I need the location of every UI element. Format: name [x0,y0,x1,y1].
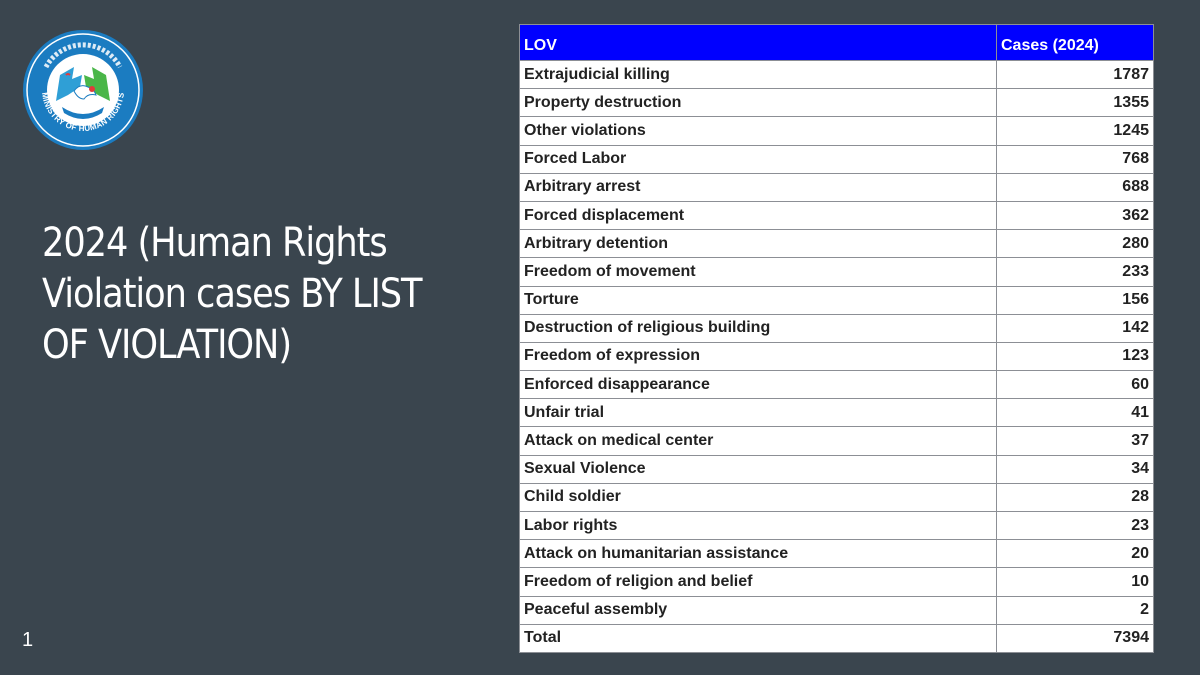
column-header-lov: LOV [519,24,997,61]
cases-cell: 37 [996,426,1154,456]
lov-cell: Torture [519,285,997,315]
lov-table: LOV Cases (2024) Extrajudicial killing 17… [519,24,1154,653]
cases-cell: 7394 [996,623,1154,653]
table-row: Attack on humanitarian assistance 20 [519,539,1154,569]
column-header-cases: Cases (2024) [996,24,1154,61]
cases-cell: 10 [996,567,1154,597]
slide-title: 2024 (Human Rights Violation cases BY LI… [42,220,423,368]
table-row: Freedom of movement 233 [519,257,1154,287]
table-total-row: Total 7394 [519,623,1154,653]
cases-cell: 28 [996,482,1154,513]
cases-cell: 23 [996,510,1154,541]
table-row: Attack on medical center 37 [519,426,1154,456]
lov-cell: Peaceful assembly [519,595,997,625]
lov-cell: Enforced disappearance [519,370,997,400]
lov-cell: Forced Labor [519,144,997,174]
table-row: Freedom of expression 123 [519,341,1154,372]
cases-cell: 233 [996,257,1154,287]
table-row: Arbitrary detention 280 [519,229,1154,259]
lov-cell: Child soldier [519,482,997,513]
cases-cell: 362 [996,200,1154,231]
lov-cell: Unfair trial [519,398,997,428]
table-header-row: LOV Cases (2024) [519,24,1154,61]
lov-cell: Property destruction [519,88,997,118]
lov-cell: Arbitrary detention [519,229,997,259]
table-row: Freedom of religion and belief 10 [519,567,1154,597]
cases-cell: 688 [996,172,1154,202]
table-row: Sexual Violence 34 [519,454,1154,484]
cases-cell: 280 [996,229,1154,259]
table-row: Property destruction 1355 [519,88,1154,118]
lov-cell: Arbitrary arrest [519,172,997,202]
lov-cell: Extrajudicial killing [519,59,997,90]
cases-cell: 1355 [996,88,1154,118]
cases-cell: 768 [996,144,1154,174]
table-row: Peaceful assembly 2 [519,595,1154,625]
lov-cell: Attack on humanitarian assistance [519,539,997,569]
lov-cell: Total [519,623,997,653]
lov-cell: Freedom of religion and belief [519,567,997,597]
cases-cell: 142 [996,313,1154,343]
table-row: Torture 156 [519,285,1154,315]
lov-cell: Destruction of religious building [519,313,997,343]
cases-cell: 156 [996,285,1154,315]
table-row: Forced Labor 768 [519,144,1154,174]
table-row: Destruction of religious building 142 [519,313,1154,343]
lov-cell: Sexual Violence [519,454,997,484]
ministry-logo-icon: MINISTRY OF HUMAN RIGHTS [22,29,144,151]
table-row: Enforced disappearance 60 [519,370,1154,400]
cases-cell: 1245 [996,116,1154,146]
cases-cell: 2 [996,595,1154,625]
cases-cell: 60 [996,370,1154,400]
lov-cell: Forced displacement [519,200,997,231]
table-row: Labor rights 23 [519,510,1154,541]
table-row: Extrajudicial killing 1787 [519,59,1154,90]
table-row: Arbitrary arrest 688 [519,172,1154,202]
lov-cell: Labor rights [519,510,997,541]
table-body: Extrajudicial killing 1787 Property destru… [519,59,1154,653]
cases-cell: 41 [996,398,1154,428]
table-row: Forced displacement 362 [519,200,1154,231]
table-row: Child soldier 28 [519,482,1154,513]
slide-number: 1 [22,629,34,651]
lov-cell: Attack on medical center [519,426,997,456]
cases-cell: 34 [996,454,1154,484]
table-row: Unfair trial 41 [519,398,1154,428]
cases-cell: 1787 [996,59,1154,90]
table-row: Other violations 1245 [519,116,1154,146]
cases-cell: 20 [996,539,1154,569]
lov-cell: Freedom of movement [519,257,997,287]
lov-cell: Other violations [519,116,997,146]
lov-cell: Freedom of expression [519,341,997,372]
cases-cell: 123 [996,341,1154,372]
